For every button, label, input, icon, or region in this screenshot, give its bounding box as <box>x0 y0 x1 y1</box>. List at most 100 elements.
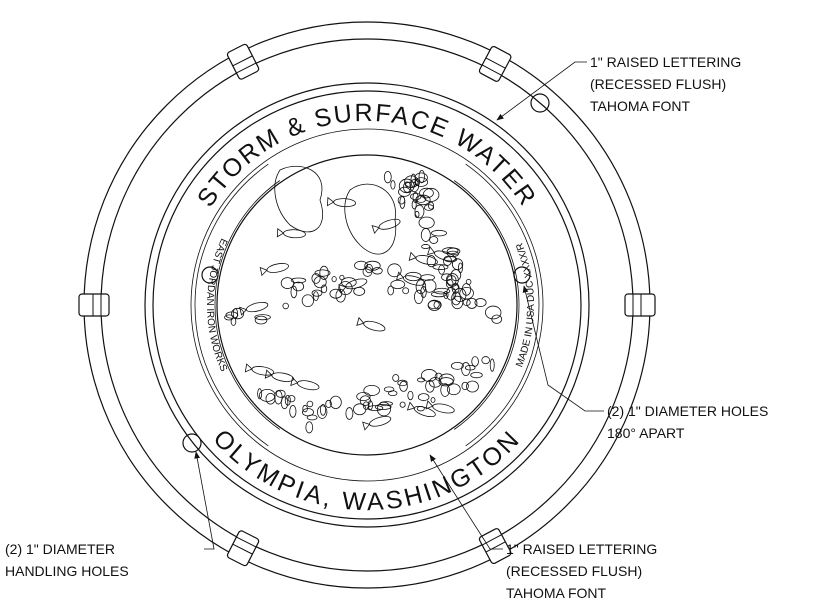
fish <box>264 369 294 382</box>
pebble <box>450 361 464 370</box>
leaders <box>194 61 604 550</box>
pebble <box>425 379 435 393</box>
pebble <box>397 196 406 205</box>
pebble <box>420 228 431 242</box>
pebble <box>398 186 411 197</box>
lug-line <box>236 62 257 74</box>
fish <box>371 218 401 235</box>
callout-line: TAHOMA FONT <box>590 98 691 114</box>
fish-body <box>378 218 401 230</box>
pebble <box>390 180 396 190</box>
callout-line: 1" RAISED LETTERING <box>590 54 741 70</box>
pebble <box>374 403 392 410</box>
lug-tab <box>226 530 260 567</box>
pebble <box>402 287 410 295</box>
pebble <box>414 204 425 219</box>
pebble <box>489 358 495 372</box>
pebble <box>411 199 417 210</box>
fish-tail <box>425 400 434 410</box>
pebble <box>414 289 424 305</box>
pebble <box>387 263 402 278</box>
pebble <box>259 388 276 402</box>
fish-tail <box>395 271 405 281</box>
pebble <box>428 201 435 210</box>
pebble <box>427 300 440 310</box>
pebble <box>254 315 268 325</box>
pebble <box>290 277 307 284</box>
fish-tail <box>264 369 273 379</box>
fish-tail <box>259 266 268 277</box>
lid-rim <box>152 90 582 520</box>
pebble <box>461 381 469 391</box>
pebble <box>362 266 373 277</box>
pebble <box>383 170 392 184</box>
pebble <box>417 377 426 383</box>
lug-line <box>236 536 257 548</box>
pebble <box>231 307 245 320</box>
pebble <box>430 291 447 298</box>
lug-line <box>232 55 253 67</box>
fish-body <box>432 403 455 414</box>
pebble <box>446 275 457 286</box>
pebble <box>461 362 471 377</box>
pebble <box>412 191 419 204</box>
fish-tail <box>239 306 248 316</box>
pattern-edge <box>216 154 518 456</box>
fish <box>290 376 320 391</box>
fish-body <box>345 278 368 290</box>
fish-body <box>283 229 306 239</box>
pebble <box>474 298 487 307</box>
pebble <box>409 179 420 193</box>
fish-tail <box>427 246 436 256</box>
pebble <box>320 403 327 416</box>
pebble <box>430 397 436 403</box>
side-band <box>453 180 520 430</box>
pebble <box>329 395 342 409</box>
pebble <box>398 178 415 194</box>
pebble <box>254 314 271 321</box>
fish-body <box>245 301 269 313</box>
pebble <box>354 260 369 271</box>
pebble <box>392 374 400 382</box>
handling-hole <box>182 433 202 453</box>
pebble <box>306 400 314 408</box>
side-band <box>214 180 281 430</box>
fish <box>356 316 386 332</box>
pebble <box>418 216 435 229</box>
fish-tail <box>326 196 335 207</box>
callout-line: 180° APART <box>607 425 685 441</box>
pebble <box>459 286 474 300</box>
pebble <box>280 396 289 410</box>
lettering-band <box>190 128 544 482</box>
pebble <box>302 408 314 417</box>
pebble <box>461 283 472 296</box>
pebble <box>443 290 449 299</box>
pebble <box>414 177 429 187</box>
pebble <box>433 300 442 310</box>
fish-body <box>415 255 438 265</box>
pebble <box>484 305 502 320</box>
pebble <box>458 262 463 274</box>
lug-tab <box>624 293 656 317</box>
pebble <box>420 369 438 382</box>
pebble <box>290 285 298 299</box>
pebble <box>340 277 357 288</box>
lug-tab <box>478 528 512 564</box>
pebble <box>265 392 276 405</box>
pebble <box>481 356 490 365</box>
fish-tail <box>356 316 365 327</box>
lid-lettering: STORM & SURFACE WATER OLYMPIA, WASHINGTO… <box>192 99 540 516</box>
pebble <box>426 255 436 268</box>
pebble <box>466 380 479 393</box>
pebble <box>431 229 447 237</box>
pebble <box>397 379 408 387</box>
pebble <box>275 389 286 398</box>
pebble <box>367 400 373 411</box>
callout-line: (RECESSED FLUSH) <box>590 76 726 92</box>
pebble <box>305 421 314 434</box>
pebble <box>466 297 478 309</box>
fish <box>326 196 357 208</box>
pebble <box>372 267 383 275</box>
pebble <box>451 291 462 306</box>
fish <box>395 271 426 286</box>
